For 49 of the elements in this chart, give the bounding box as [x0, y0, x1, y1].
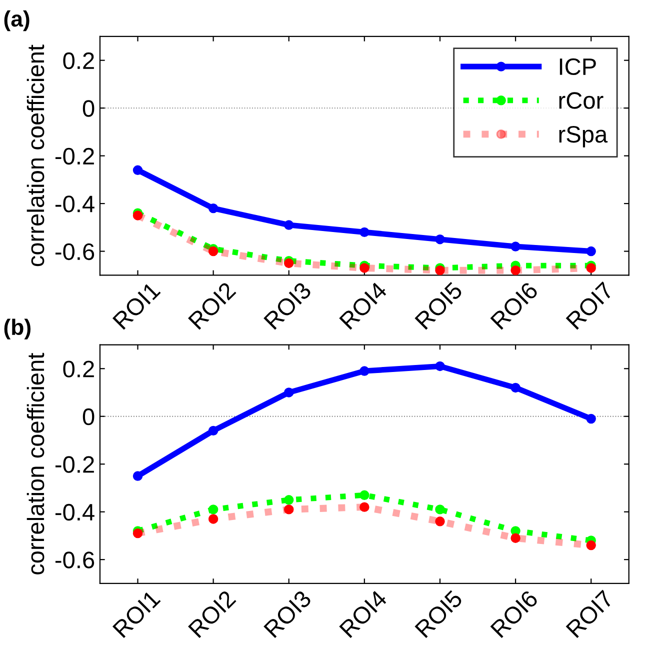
y-tick-label: 0.2 — [63, 52, 94, 70]
y-tick-label: -0.2 — [55, 456, 94, 473]
point — [360, 502, 370, 512]
point — [284, 258, 294, 268]
point — [284, 495, 294, 505]
point — [132, 165, 143, 175]
y-tick-label: -0.6 — [55, 243, 94, 260]
y-tick-label: -0.2 — [55, 148, 94, 165]
y-tick-label: 0 — [82, 100, 94, 117]
point — [360, 366, 370, 376]
legend-label: rSpa — [559, 126, 608, 148]
point — [435, 516, 445, 526]
point — [360, 263, 370, 273]
legend-label: ICP — [560, 58, 596, 76]
point — [208, 246, 218, 256]
point — [360, 490, 370, 500]
legend-label: rCor — [559, 92, 604, 109]
point — [360, 227, 370, 238]
point — [132, 210, 143, 220]
point — [208, 504, 218, 514]
chart-title: (a) — [4, 10, 30, 32]
point — [510, 382, 520, 393]
point — [284, 388, 294, 398]
chart-title: (b) — [4, 318, 30, 340]
point — [435, 361, 445, 372]
point — [208, 203, 218, 214]
point — [208, 426, 218, 436]
point — [132, 471, 143, 481]
point — [435, 234, 445, 244]
y-tick-label: -0.6 — [55, 552, 94, 568]
y-tick-label: -0.4 — [55, 504, 94, 521]
point — [284, 220, 294, 230]
point — [510, 242, 520, 252]
point — [586, 414, 596, 424]
point — [132, 528, 143, 538]
point — [208, 514, 218, 524]
y-axis-title: correlation coefficient — [26, 44, 44, 266]
y-axis-title: correlation coefficient — [26, 352, 44, 574]
point — [586, 263, 596, 273]
point — [586, 540, 596, 550]
y-tick-label: -0.4 — [55, 196, 94, 212]
point — [435, 266, 445, 276]
point — [510, 266, 520, 276]
point — [586, 246, 596, 256]
y-tick-label: 0 — [82, 408, 94, 426]
point — [435, 504, 445, 514]
point — [284, 504, 294, 514]
point — [510, 533, 520, 543]
y-tick-label: 0.2 — [63, 360, 94, 378]
